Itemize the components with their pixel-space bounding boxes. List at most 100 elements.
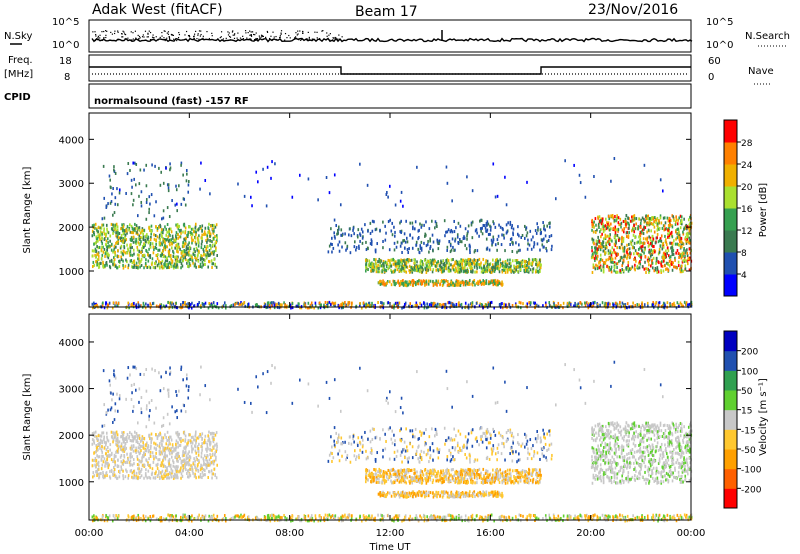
power-echo-cell — [643, 241, 646, 245]
power-echo-cell — [483, 265, 485, 269]
power-echo-cell — [161, 252, 164, 256]
power-echo-cell — [215, 241, 217, 245]
power-echo-cell — [310, 301, 313, 305]
power-echo-cell — [197, 238, 200, 242]
power-echo-cell — [682, 254, 684, 258]
power-echo-cell — [490, 225, 492, 229]
velocity-echo-cell — [201, 432, 204, 436]
power-echo-cell — [464, 258, 467, 262]
power-echo-cell — [457, 262, 459, 266]
power-echo-cell — [112, 187, 114, 191]
power-echo-cell — [424, 234, 426, 238]
power-echo-cell — [631, 228, 634, 232]
power-echo-cell — [635, 222, 637, 226]
power-echo-cell — [96, 303, 98, 307]
power-echo-cell — [454, 237, 457, 241]
power-echo-cell — [350, 301, 353, 305]
power-echo-cell — [641, 301, 643, 305]
power-echo-cell — [686, 259, 688, 263]
power-echo-cell — [284, 303, 286, 307]
velocity-echo-cell — [135, 449, 138, 453]
power-echo-cell — [604, 217, 607, 221]
power-echo-cell — [136, 245, 139, 249]
power-echo-cell — [681, 255, 683, 259]
power-echo-cell — [596, 254, 599, 258]
power-echo-cell — [664, 240, 667, 244]
velocity-echo-cell — [168, 471, 171, 475]
power-echo-cell — [416, 260, 418, 264]
power-echo-cell — [184, 255, 186, 259]
power-echo-cell — [170, 265, 173, 269]
power-echo-cell — [176, 246, 179, 250]
power-echo-cell — [491, 263, 494, 267]
power-echo-cell — [616, 252, 618, 256]
power-echo-cell — [403, 239, 406, 243]
velocity-echo-cell — [166, 469, 169, 473]
power-echo-cell — [624, 217, 627, 221]
power-echo-cell — [131, 245, 133, 249]
noise-search-point — [124, 33, 127, 36]
noise-search-point — [219, 37, 221, 39]
power-echo-cell — [189, 257, 191, 261]
power-echo-cell — [458, 260, 461, 264]
power-echo-cell — [630, 267, 632, 271]
power-echo-cell — [97, 234, 99, 238]
power-echo-cell — [346, 244, 349, 248]
power-echo-cell — [664, 252, 667, 256]
power-echo-cell — [598, 215, 601, 219]
power-echo-cell — [668, 216, 671, 220]
power-echo-cell — [135, 237, 137, 241]
power-echo-cell — [668, 228, 670, 232]
power-echo-cell — [105, 223, 108, 227]
power-echo-cell — [593, 175, 595, 179]
power-echo-cell — [492, 279, 494, 283]
power-echo-cell — [497, 283, 499, 287]
power-echo-cell — [166, 223, 169, 227]
power-echo-cell — [413, 280, 416, 284]
velocity-echo-cell — [131, 475, 133, 479]
power-echo-cell — [150, 304, 152, 308]
power-echo-cell — [319, 306, 322, 310]
power-echo-cell — [398, 301, 401, 305]
power-echo-cell — [243, 194, 246, 198]
power-echo-cell — [105, 261, 107, 265]
power-echo-cell — [183, 302, 186, 306]
power-echo-cell — [639, 241, 641, 245]
power-echo-cell — [167, 239, 170, 243]
power-echo-cell — [201, 260, 204, 264]
power-echo-cell — [678, 304, 680, 308]
power-echo-cell — [430, 261, 433, 265]
power-echo-cell — [333, 231, 335, 235]
power-echo-cell — [619, 300, 621, 304]
power-echo-cell — [458, 304, 460, 308]
power-echo-cell — [592, 238, 595, 242]
velocity-echo-cell — [97, 464, 100, 468]
power-echo-cell — [188, 262, 191, 266]
power-echo-cell — [105, 204, 108, 208]
power-echo-cell — [162, 249, 164, 253]
power-echo-cell — [148, 254, 150, 258]
power-echo-cell — [664, 264, 666, 268]
noise-tick-left-top: 10^5 — [52, 17, 79, 28]
power-echo-cell — [643, 267, 646, 271]
power-echo-cell — [198, 227, 200, 231]
power-echo-cell — [462, 259, 464, 263]
power-echo-cell — [299, 173, 301, 177]
power-echo-cell — [256, 303, 258, 307]
power-echo-cell — [645, 270, 647, 274]
nsky-label: N.Sky — [4, 31, 32, 42]
power-echo-cell — [493, 269, 496, 273]
power-echo-cell — [601, 301, 604, 305]
noise-search-point — [167, 31, 170, 33]
power-echo-cell — [646, 221, 648, 225]
power-echo-cell — [183, 242, 186, 246]
power-echo-cell — [515, 268, 518, 272]
power-echo-cell — [413, 261, 415, 265]
power-echo-cell — [132, 248, 135, 252]
power-echo-cell — [113, 258, 116, 262]
power-echo-cell — [468, 262, 470, 266]
power-echo-cell — [599, 260, 601, 264]
power-echo-cell — [600, 235, 602, 239]
power-echo-cell — [204, 178, 207, 182]
power-echo-cell — [375, 262, 377, 266]
